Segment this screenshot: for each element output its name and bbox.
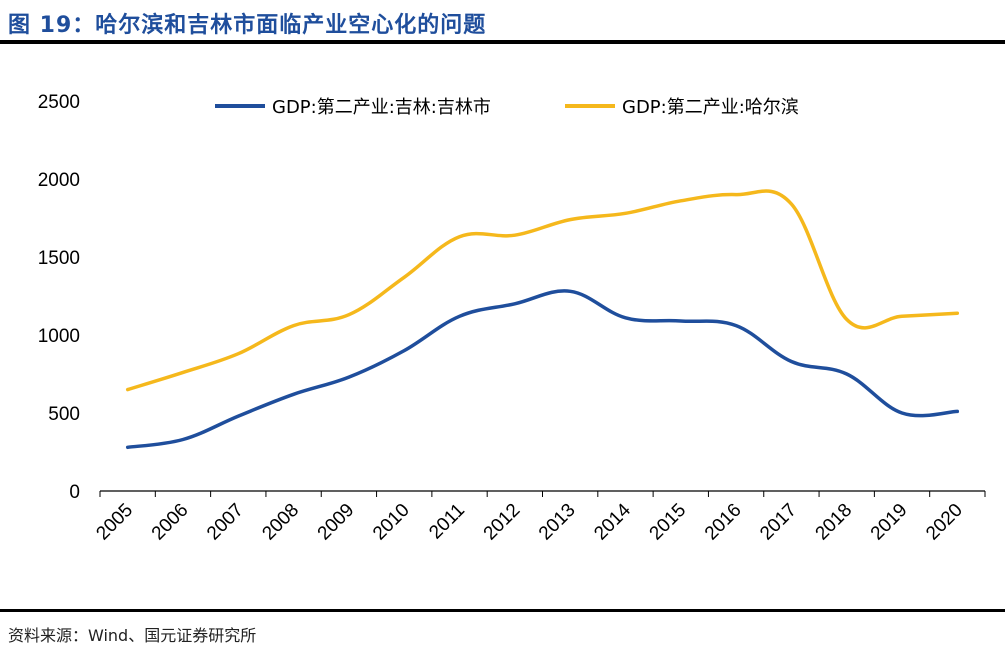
x-tick-label: 2009 [314,500,359,545]
x-axis-tick-marks [99,491,986,497]
x-axis-labels: 2005 2006 2007 2008 2009 2010 2011 2012 2013 2014… [92,499,966,544]
y-tick-label: 2500 [38,92,80,113]
x-tick-label: 2007 [203,500,248,545]
x-tick-label: 2015 [646,500,691,545]
bottom-rule [0,609,1005,612]
legend-label: GDP:第二产业:哈尔滨 [622,97,799,118]
x-tick-label: 2014 [590,499,635,544]
x-tick-label: 2013 [535,500,580,545]
x-tick-label: 2016 [701,500,746,545]
x-tick-label: 2017 [756,500,801,545]
series-lines [125,189,960,450]
y-tick-label: 1000 [38,326,80,347]
line-chart: 0 500 1000 1500 2000 2500 2005 2006 2007 2008 200… [38,92,986,544]
x-tick-label: 2011 [425,500,469,544]
x-tick-label: 2020 [922,500,967,545]
source-note: 资料来源：Wind、国元证券研究所 [8,626,257,645]
x-tick-label: 2008 [258,500,303,545]
series-line-harbin [125,189,960,392]
top-rule [0,40,1005,44]
y-tick-label: 1500 [38,248,80,269]
x-tick-label: 2006 [148,500,193,545]
y-tick-label: 2000 [38,170,80,191]
x-tick-label: 2019 [867,500,912,545]
x-tick-label: 2018 [812,500,857,545]
x-tick-label: 2005 [92,500,137,545]
legend-label: GDP:第二产业:吉林:吉林市 [272,97,491,118]
series-line-jilin [125,289,960,450]
y-tick-label: 500 [48,404,80,425]
figure-title: 图 19：哈尔滨和吉林市面临产业空心化的问题 [8,13,487,38]
x-tick-label: 2012 [480,500,525,545]
y-tick-label: 0 [69,482,80,503]
y-axis-ticks: 0 500 1000 1500 2000 2500 [38,92,80,503]
legend: GDP:第二产业:吉林:吉林市 GDP:第二产业:哈尔滨 [215,97,799,118]
x-tick-label: 2010 [369,500,414,545]
